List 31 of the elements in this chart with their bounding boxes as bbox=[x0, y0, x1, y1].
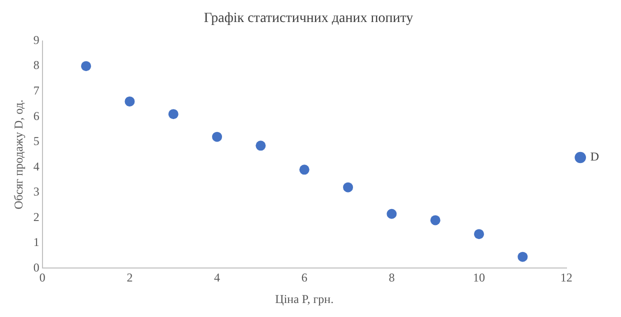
point bbox=[343, 182, 354, 192]
x-tick-label: 4 bbox=[214, 270, 220, 285]
y-tick-label: 9 bbox=[33, 32, 40, 47]
legend-label: D bbox=[590, 150, 600, 164]
point bbox=[212, 132, 222, 142]
x-axis-title: Ціна P, грн. bbox=[275, 292, 334, 306]
y-tick-label: 7 bbox=[33, 83, 40, 98]
x-tick-label: 8 bbox=[388, 270, 395, 285]
point bbox=[256, 140, 266, 151]
y-tick-label: 5 bbox=[33, 134, 40, 148]
x-tick-label: 12 bbox=[560, 270, 572, 285]
y-axis-title: Обсяг продажу D, од. bbox=[11, 100, 26, 210]
x-tick-label: 10 bbox=[473, 270, 486, 285]
point bbox=[168, 109, 178, 120]
y-tick-label: 8 bbox=[33, 58, 40, 72]
chart-title: Графік статистичних даних попиту bbox=[204, 11, 414, 26]
point bbox=[124, 96, 135, 106]
point bbox=[299, 164, 310, 175]
x-tick-label: 6 bbox=[301, 270, 308, 285]
point bbox=[474, 229, 484, 240]
y-tick-label: 4 bbox=[33, 159, 40, 174]
y-tick-label: 6 bbox=[33, 108, 40, 123]
y-tick-label: 3 bbox=[33, 184, 40, 199]
y-tick-label: 1 bbox=[33, 235, 40, 250]
point bbox=[430, 215, 440, 226]
y-tick-label: 0 bbox=[33, 260, 40, 274]
point bbox=[386, 208, 397, 219]
x-tick-label: 2 bbox=[126, 270, 133, 285]
y-tick-label: 2 bbox=[33, 210, 40, 224]
point bbox=[81, 61, 92, 72]
point bbox=[518, 252, 528, 262]
